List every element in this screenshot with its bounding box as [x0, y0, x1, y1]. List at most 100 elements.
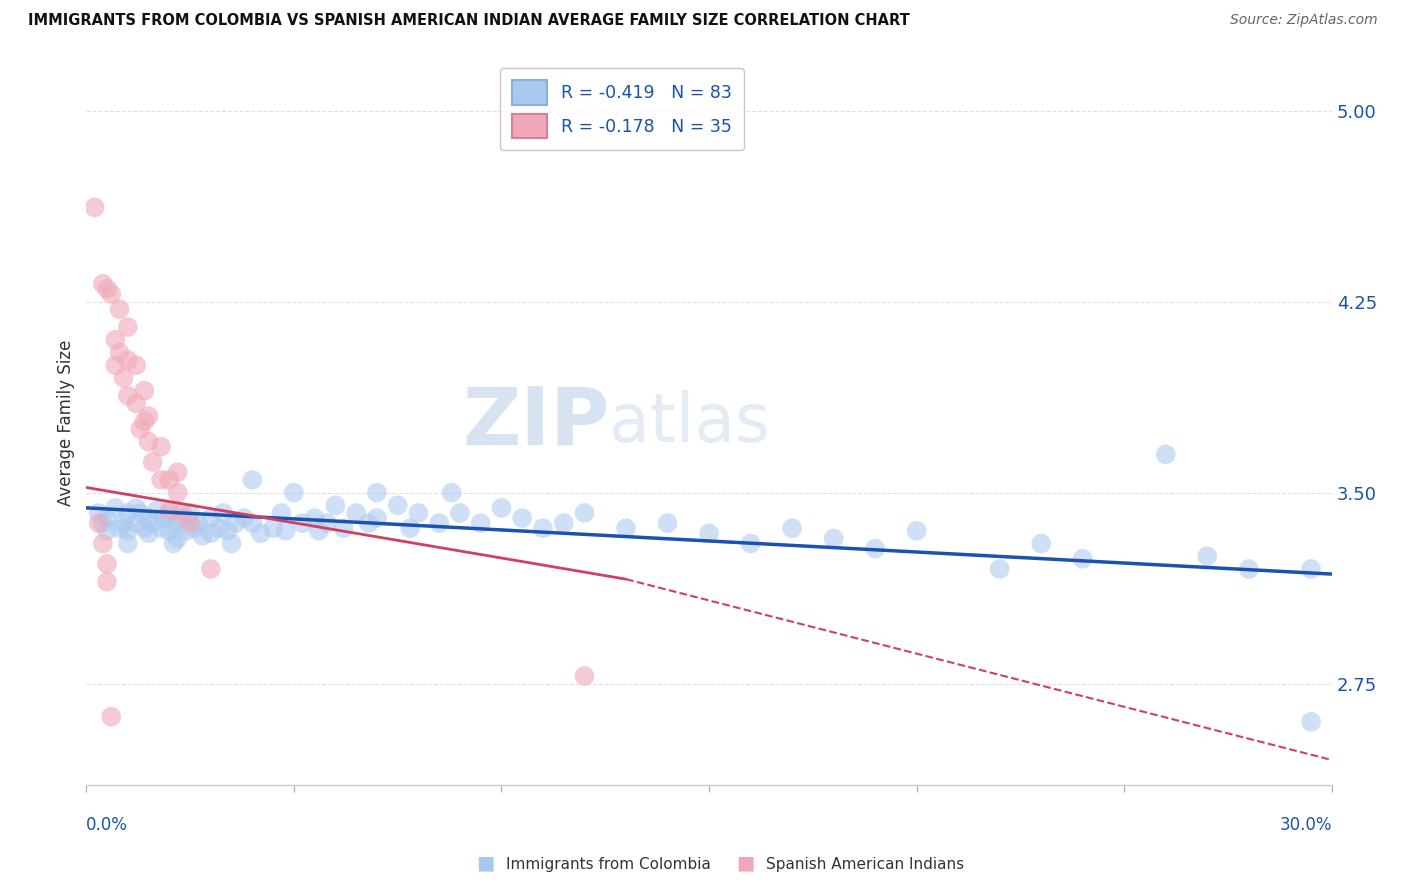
Point: [697, 526, 720, 541]
Point: [112, 371, 135, 385]
Text: ■: ■: [475, 854, 495, 872]
Text: 0.0%: 0.0%: [86, 816, 128, 834]
Point: [162, 536, 184, 550]
Point: [157, 473, 180, 487]
Text: Immigrants from Colombia: Immigrants from Colombia: [506, 857, 711, 872]
Point: [129, 422, 152, 436]
Point: [316, 516, 339, 530]
Point: [125, 358, 148, 372]
Point: [117, 320, 139, 334]
Point: [283, 485, 305, 500]
Point: [83, 200, 105, 214]
Point: [270, 506, 292, 520]
Point: [91, 516, 114, 530]
Point: [531, 521, 554, 535]
Text: atlas: atlas: [609, 390, 770, 456]
Point: [104, 500, 127, 515]
Point: [91, 277, 114, 291]
Point: [117, 506, 139, 520]
Point: [191, 529, 214, 543]
Point: [225, 516, 247, 530]
Point: [308, 524, 330, 538]
Point: [905, 524, 928, 538]
Point: [240, 516, 263, 530]
Point: [332, 521, 354, 535]
Point: [657, 516, 679, 530]
Point: [87, 516, 110, 530]
Point: [157, 524, 180, 538]
Point: [134, 384, 156, 398]
Point: [240, 473, 263, 487]
Point: [510, 511, 533, 525]
Point: [150, 473, 173, 487]
Point: [249, 526, 271, 541]
Point: [146, 503, 169, 517]
Point: [174, 524, 197, 538]
Point: [117, 353, 139, 368]
Point: [274, 524, 297, 538]
Point: [1154, 447, 1177, 461]
Point: [134, 414, 156, 428]
Point: [408, 506, 430, 520]
Point: [325, 498, 347, 512]
Point: [262, 521, 284, 535]
Point: [1299, 562, 1322, 576]
Point: [357, 516, 380, 530]
Point: [208, 521, 231, 535]
Point: [96, 511, 118, 525]
Text: ZIP: ZIP: [463, 384, 609, 461]
Point: [166, 485, 188, 500]
Point: [117, 389, 139, 403]
Point: [104, 333, 127, 347]
Point: [112, 516, 135, 530]
Point: [1071, 551, 1094, 566]
Point: [104, 358, 127, 372]
Point: [170, 506, 193, 520]
Point: [344, 506, 367, 520]
Point: [179, 516, 201, 530]
Point: [233, 511, 256, 525]
Point: [183, 521, 205, 535]
Point: [157, 506, 180, 520]
Point: [187, 516, 209, 530]
Point: [134, 521, 156, 535]
Point: [142, 516, 165, 530]
Point: [366, 511, 388, 525]
Point: [823, 532, 845, 546]
Point: [129, 506, 152, 520]
Point: [200, 511, 222, 525]
Point: [166, 532, 188, 546]
Point: [988, 562, 1011, 576]
Point: [142, 455, 165, 469]
Point: [470, 516, 492, 530]
Point: [366, 485, 388, 500]
Point: [427, 516, 450, 530]
Point: [387, 498, 409, 512]
Point: [125, 516, 148, 530]
Point: [1197, 549, 1219, 564]
Point: [108, 302, 131, 317]
Point: [138, 526, 160, 541]
Point: [221, 536, 243, 550]
Point: [399, 521, 422, 535]
Point: [170, 511, 193, 525]
Point: [100, 709, 122, 723]
Point: [96, 282, 118, 296]
Text: 30.0%: 30.0%: [1279, 816, 1331, 834]
Y-axis label: Average Family Size: Average Family Size: [58, 339, 75, 506]
Point: [138, 409, 160, 424]
Point: [440, 485, 463, 500]
Point: [179, 506, 201, 520]
Point: [304, 511, 326, 525]
Point: [150, 521, 173, 535]
Point: [96, 574, 118, 589]
Point: [1299, 714, 1322, 729]
Point: [138, 511, 160, 525]
Point: [125, 396, 148, 410]
Point: [138, 434, 160, 449]
Point: [449, 506, 471, 520]
Point: [117, 536, 139, 550]
Text: Source: ZipAtlas.com: Source: ZipAtlas.com: [1230, 13, 1378, 28]
Point: [614, 521, 637, 535]
Point: [200, 526, 222, 541]
